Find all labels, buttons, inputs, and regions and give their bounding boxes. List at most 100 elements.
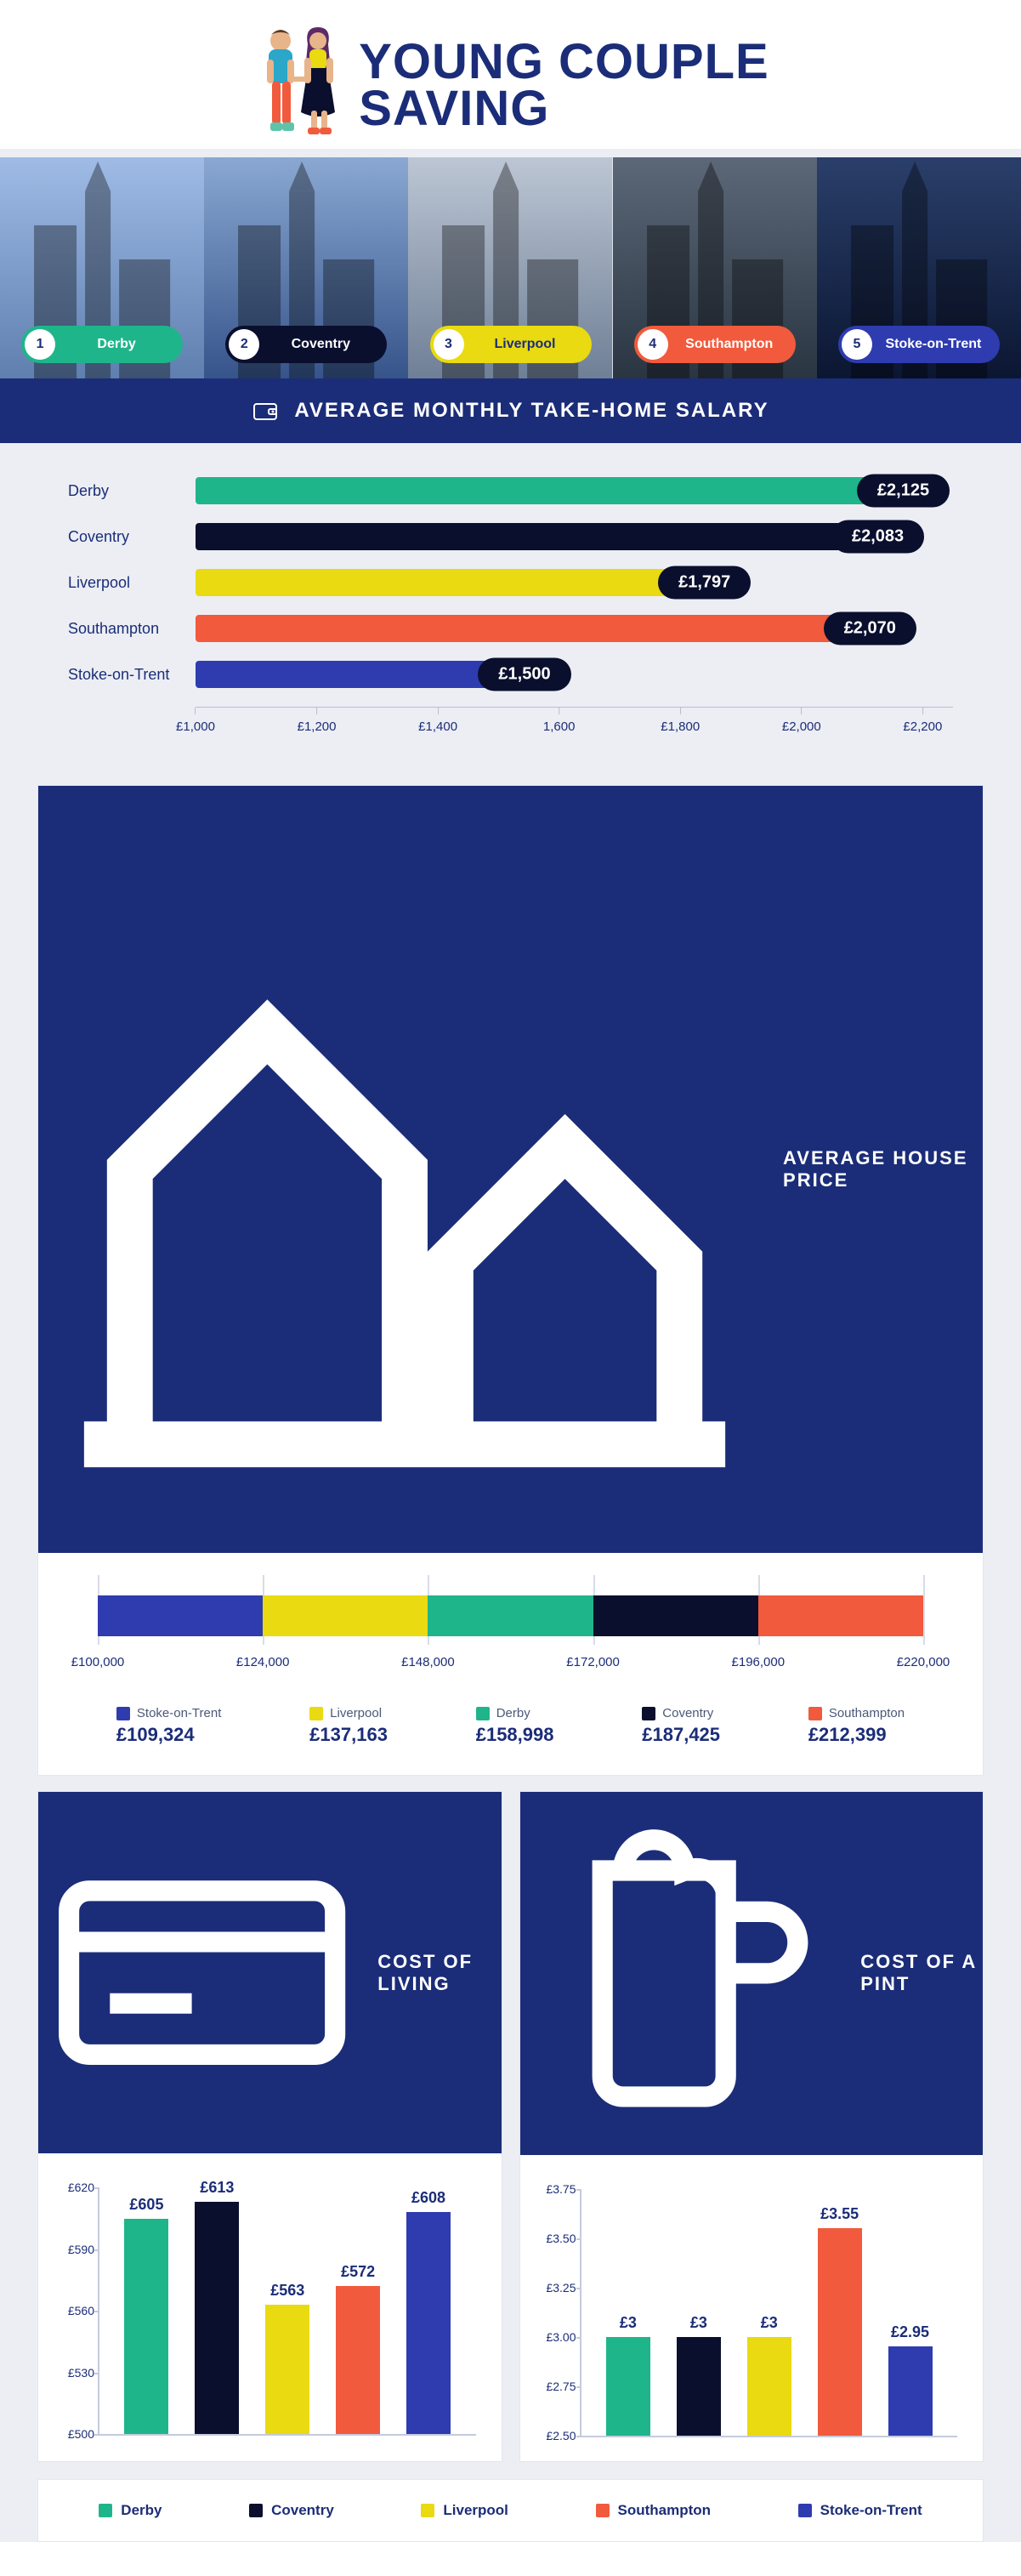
vbar: £3 [747, 2337, 791, 2436]
city-name: Stoke-on-Trent [882, 337, 984, 352]
city-photo-southampton: 4Southampton [613, 157, 817, 378]
legend-swatch [249, 2504, 263, 2517]
salary-value-badge: £2,125 [857, 475, 950, 508]
salary-bar [196, 523, 852, 550]
city-rank: 2 [229, 329, 259, 360]
salary-city-label: Coventry [68, 528, 196, 546]
salary-axis-tick: £1,000 [176, 708, 215, 734]
salary-heading-text: AVERAGE MONTHLY TAKE-HOME SALARY [294, 399, 769, 423]
house-axis-tick: £100,000 [71, 1655, 125, 1669]
city-name: Derby [65, 337, 167, 352]
vbar: £2.95 [888, 2346, 933, 2435]
page-title: YOUNG COUPLE SAVING [359, 38, 769, 132]
shared-legend-item: Stoke-on-Trent [798, 2502, 922, 2519]
vbar: £605 [124, 2219, 168, 2435]
city-name: Liverpool [474, 337, 576, 352]
city-name: Southampton [678, 337, 780, 352]
salary-city-label: Stoke-on-Trent [68, 666, 196, 684]
header: YOUNG COUPLE SAVING [0, 0, 1021, 149]
vbar-ytick: £590 [52, 2243, 94, 2256]
legend-swatch [642, 1707, 655, 1720]
house-axis-tick: £148,000 [401, 1655, 455, 1669]
legend-swatch [798, 2504, 812, 2517]
house-heading-text: AVERAGE HOUSE PRICE [783, 1147, 983, 1191]
city-pill-coventry: 2Coventry [225, 326, 387, 363]
vbar-ytick: £3.50 [534, 2232, 576, 2245]
legend-swatch [421, 2504, 434, 2517]
cost-living-chart: £605£613£563£572£608 £500£530£560£590£62… [38, 2153, 502, 2459]
city-photo-stoke-on-trent: 5 Stoke-on-Trent [817, 157, 1021, 378]
cost-pint-heading-text: COST OF A PINT [860, 1951, 983, 1995]
salary-value-badge: £2,070 [824, 612, 916, 645]
legend-swatch [476, 1707, 490, 1720]
legend-city: Derby [496, 1706, 530, 1720]
city-pill-liverpool: 3 Liverpool [430, 326, 592, 363]
legend-city: Stoke-on-Trent [137, 1706, 222, 1720]
house-legend-value: £137,163 [309, 1724, 388, 1746]
vbar: £3 [677, 2337, 721, 2436]
city-rank: 3 [434, 329, 464, 360]
legend-swatch [309, 1707, 323, 1720]
salary-axis-tick: £1,400 [418, 708, 457, 734]
house-segment [758, 1595, 923, 1636]
vbar-ytick: £2.75 [534, 2380, 576, 2393]
vbar-label: £613 [200, 2179, 234, 2197]
cost-living-heading-text: COST OF LIVING [377, 1951, 501, 1995]
salary-value-badge: £2,083 [831, 520, 924, 554]
card-icon [38, 1809, 366, 2136]
vbar-label: £3 [761, 2314, 778, 2332]
legend-swatch [99, 2504, 112, 2517]
salary-axis-tick: £1,800 [661, 708, 700, 734]
salary-value-badge: £1,500 [478, 658, 570, 691]
salary-bar [196, 615, 844, 642]
cost-of-pint-panel: COST OF A PINT £3£3£3£3.55£2.95 £2.50£2.… [519, 1791, 984, 2462]
salary-row: Southampton£2,070 [68, 615, 953, 642]
house-legend-item: Liverpool£137,163 [309, 1706, 388, 1746]
salary-city-label: Liverpool [68, 574, 196, 592]
pint-icon [520, 1809, 849, 2138]
house-segment [428, 1595, 593, 1636]
house-legend-item: Coventry £187,425 [642, 1706, 720, 1746]
house-legend-value: £187,425 [642, 1724, 720, 1746]
legend-city: Coventry [271, 2502, 334, 2519]
vbar-label: £605 [129, 2196, 163, 2214]
salary-row: Coventry£2,083 [68, 523, 953, 550]
house-axis-tick: £196,000 [732, 1655, 786, 1669]
house-price-panel: AVERAGE HOUSE PRICE £100,000 £124,000 £148… [37, 785, 984, 1776]
vbar-label: £3 [690, 2314, 707, 2332]
salary-axis-tick: £1,200 [298, 708, 337, 734]
house-legend-value: £109,324 [116, 1724, 222, 1746]
salary-bar [196, 661, 498, 688]
cost-living-heading-bar: COST OF LIVING [38, 1792, 502, 2153]
shared-legend-item: Liverpool [421, 2502, 508, 2519]
house-segment [263, 1595, 428, 1636]
vbar: £572 [336, 2286, 380, 2434]
vbar: £608 [406, 2212, 451, 2434]
salary-bar [196, 477, 877, 504]
salary-axis-tick: 1,600 [543, 708, 576, 734]
salary-axis-tick: £2,000 [782, 708, 821, 734]
legend-swatch [808, 1707, 822, 1720]
vbar-ytick: £500 [52, 2427, 94, 2441]
house-segment [98, 1595, 263, 1636]
house-axis-tick: £124,000 [236, 1655, 290, 1669]
vbar-label: £3 [620, 2314, 637, 2332]
vbar: £3.55 [818, 2228, 862, 2436]
legend-city: Stoke-on-Trent [820, 2502, 922, 2519]
shared-legend-item: Coventry [249, 2502, 334, 2519]
wallet-icon [252, 397, 279, 424]
city-rank: 5 [842, 329, 872, 360]
vbar: £3 [606, 2337, 650, 2436]
vbar-ytick: £620 [52, 2181, 94, 2194]
house-axis-tick: £220,000 [897, 1655, 950, 1669]
legend-city: Coventry [662, 1706, 713, 1720]
cost-of-living-panel: COST OF LIVING £605 £613 £563 £572 £608 £500… [37, 1791, 502, 2462]
vbar-label: £563 [270, 2282, 304, 2300]
salary-row: Derby£2,125 [68, 477, 953, 504]
salary-city-label: Derby [68, 482, 196, 500]
house-icon [38, 803, 771, 1536]
legend-city: Derby [121, 2502, 162, 2519]
vbar-label: £3.55 [820, 2205, 859, 2223]
shared-legend-item: Southampton [596, 2502, 712, 2519]
city-rank: 1 [25, 329, 55, 360]
